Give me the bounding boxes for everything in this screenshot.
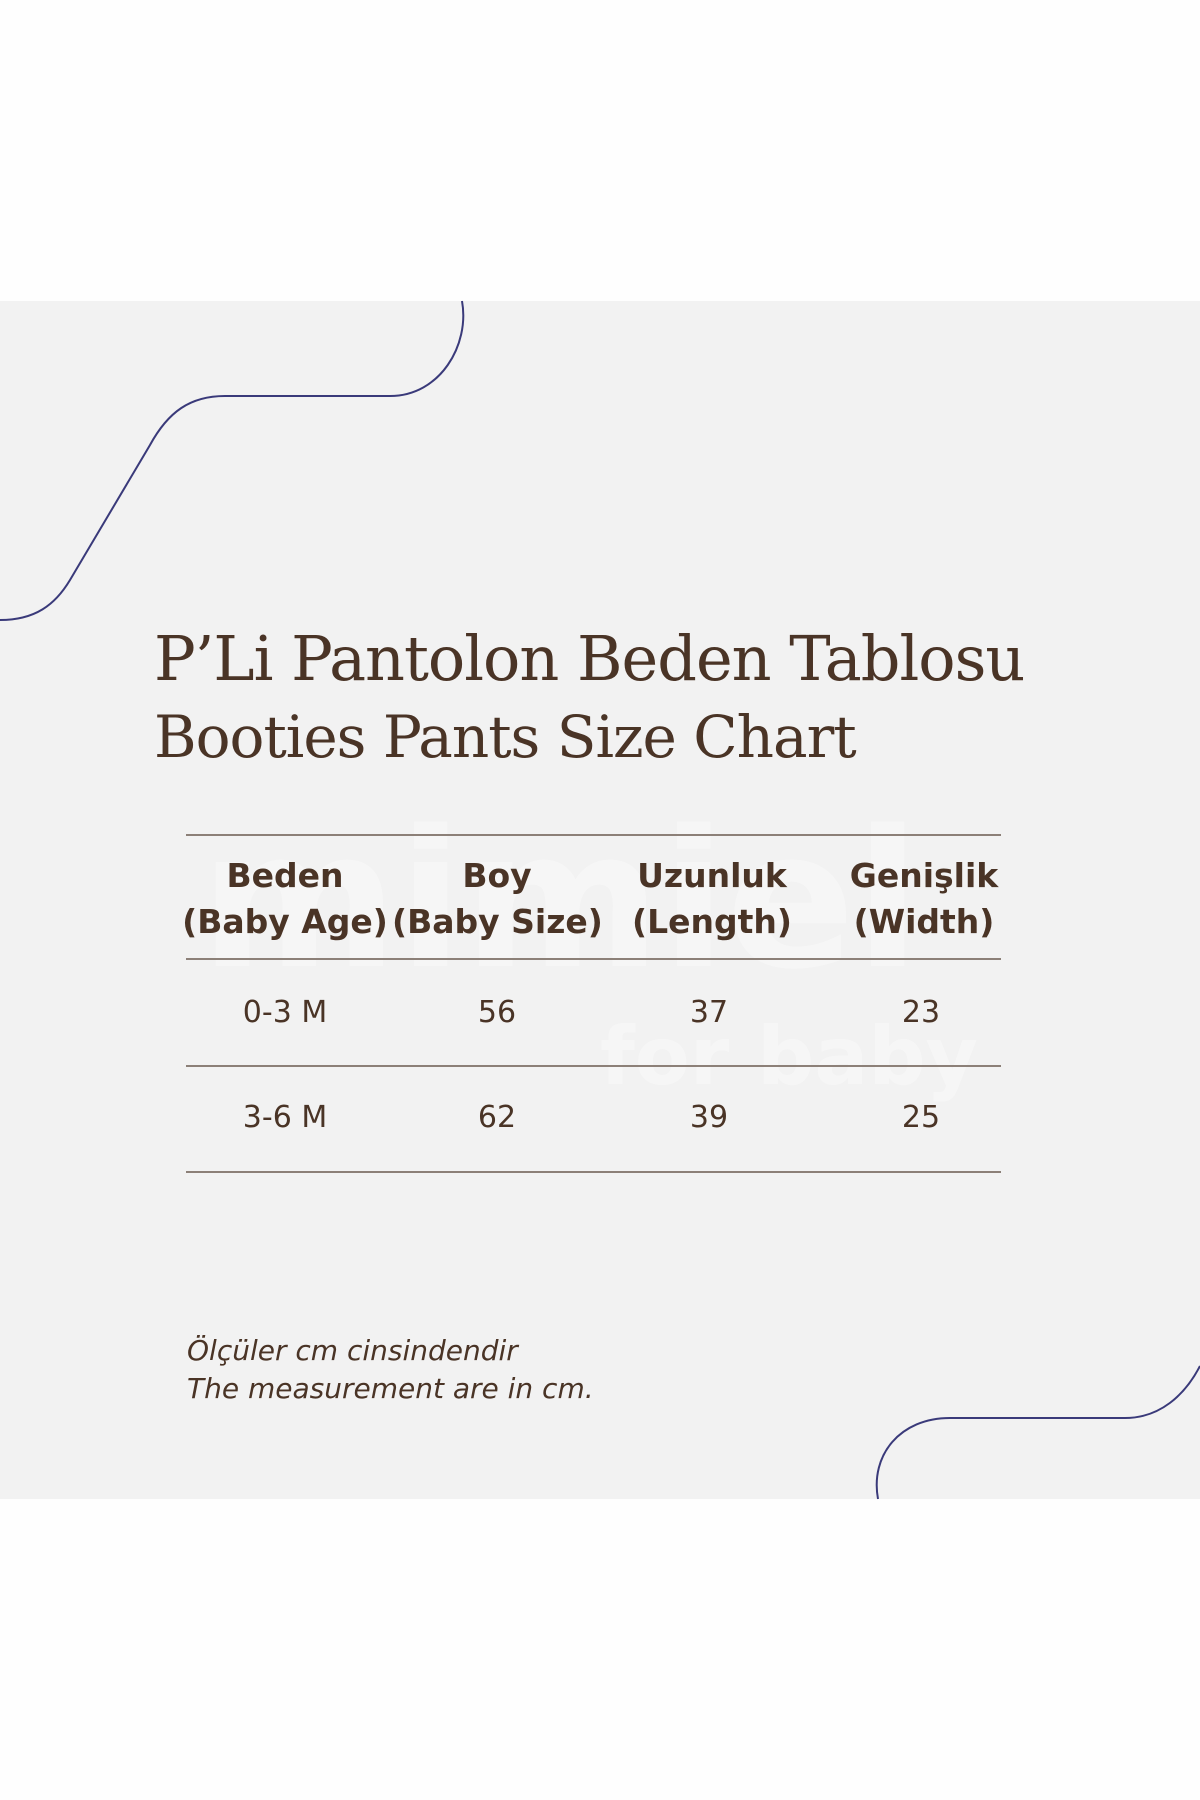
- header-width: Genişlik (Width): [849, 856, 999, 941]
- title-turkish: P’Li Pantolon Beden Tablosu: [154, 622, 1025, 695]
- table-cell: 56: [477, 995, 517, 1030]
- bottom-right-curve: [875, 1365, 1200, 1500]
- table-rule: [186, 1171, 1001, 1173]
- watermark-logo: mimiel: [200, 790, 921, 1011]
- table-cell: 25: [901, 1100, 941, 1135]
- footnote-turkish: Ölçüler cm cinsindendir: [187, 1334, 518, 1367]
- table-cell: 3-6 M: [242, 1100, 328, 1135]
- table-cell: 37: [689, 995, 729, 1030]
- table-cell: 62: [477, 1100, 517, 1135]
- table-cell: 0-3 M: [242, 995, 328, 1030]
- watermark-tagline: for baby: [600, 1010, 978, 1103]
- table-rule: [186, 1065, 1001, 1067]
- footnote-english: The measurement are in cm.: [187, 1372, 594, 1405]
- table-rule: [186, 834, 1001, 836]
- header-length: Uzunluk (Length): [632, 856, 792, 941]
- top-left-curve: [0, 300, 465, 621]
- background-panel: [0, 301, 1200, 1499]
- header-size: Boy (Baby Size): [392, 856, 603, 941]
- title-english: Booties Pants Size Chart: [154, 703, 857, 771]
- table-cell: 23: [901, 995, 941, 1030]
- table-rule: [186, 958, 1001, 960]
- header-age: Beden (Baby Age): [182, 856, 388, 941]
- table-cell: 39: [689, 1100, 729, 1135]
